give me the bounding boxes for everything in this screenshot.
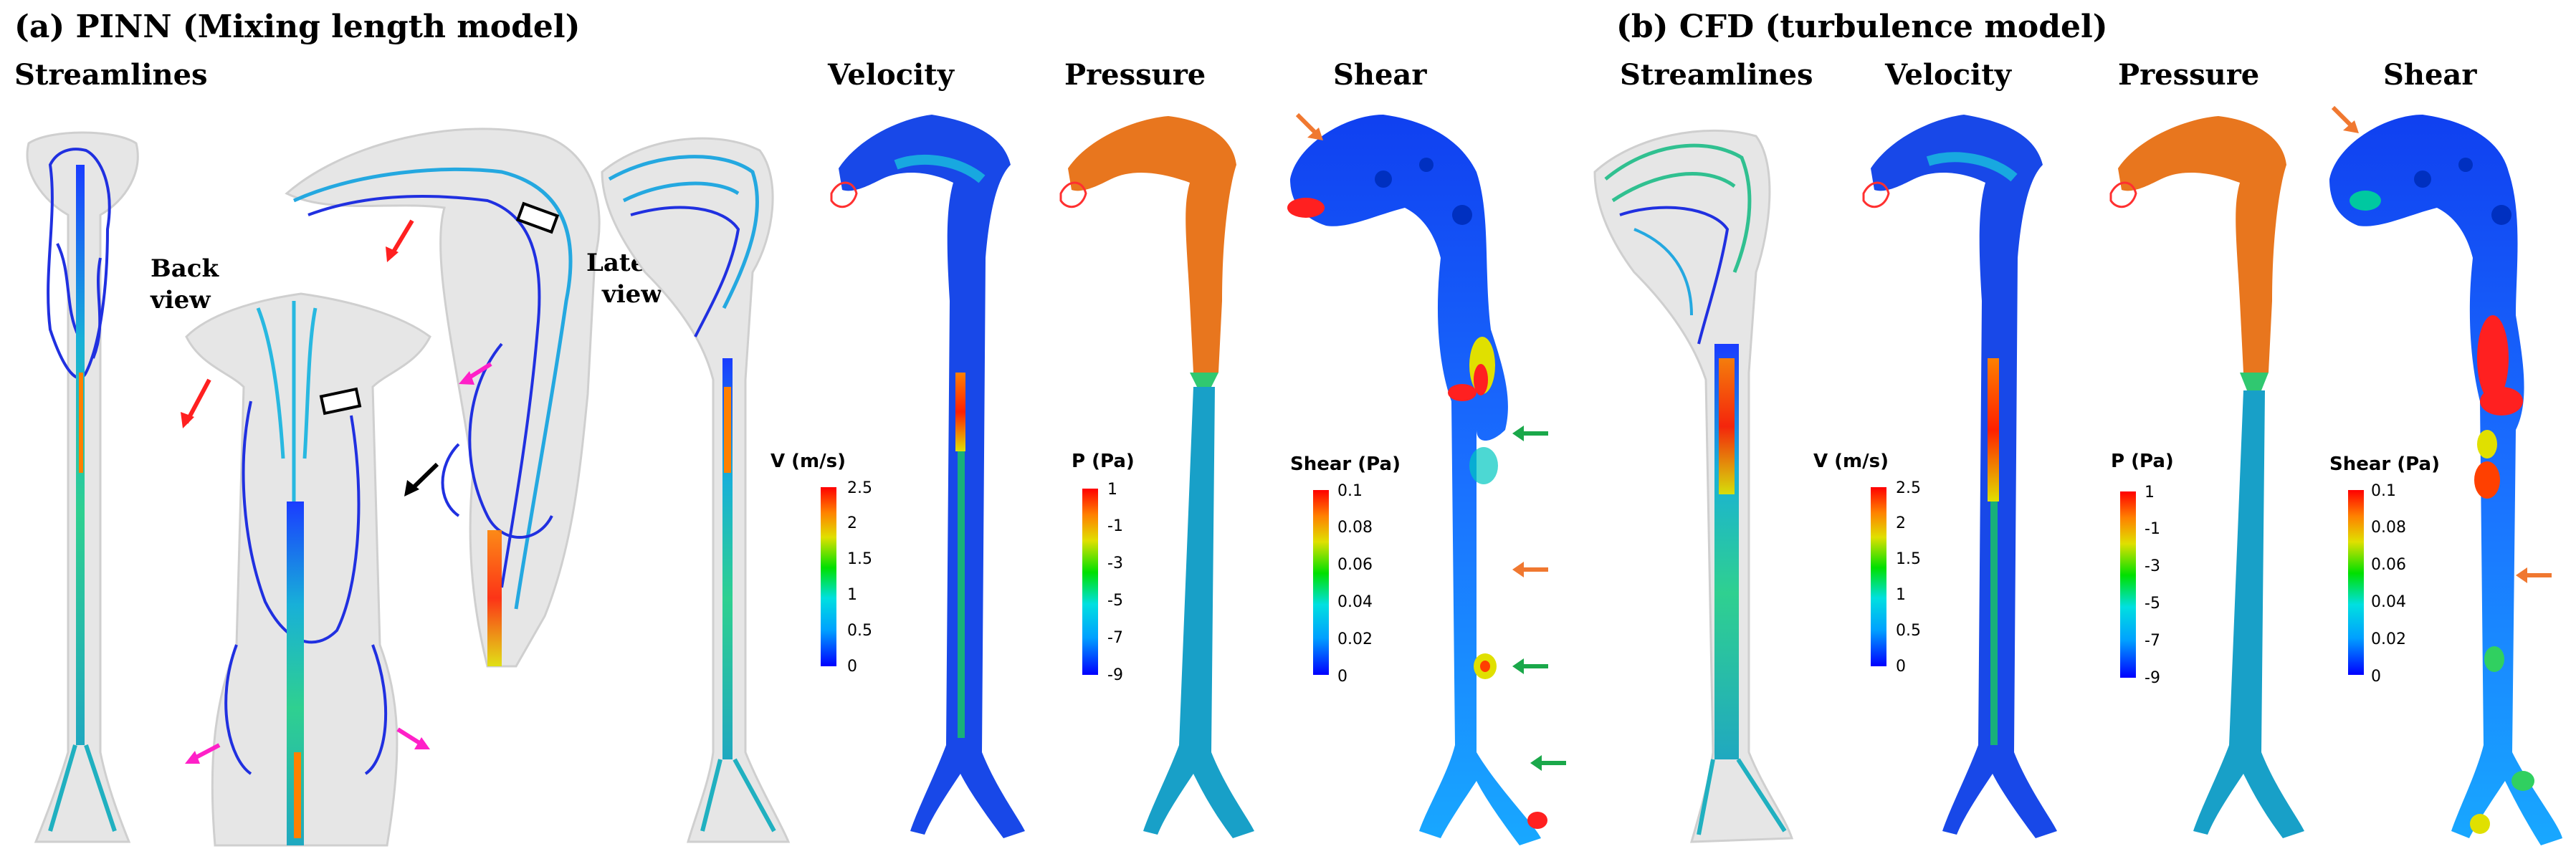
- panel-a-shear-model: [1287, 115, 1547, 845]
- panel-a-colorbar-pressure: P (Pa) 1 -1 -3 -5 -7 -9: [1072, 451, 1135, 684]
- tick: 0.06: [2371, 556, 2406, 574]
- streamline-front-view: [26, 131, 139, 843]
- tick: 1: [1107, 481, 1117, 499]
- tick: 0: [2371, 668, 2381, 686]
- tick: 0.5: [1896, 622, 1921, 640]
- tick: -3: [2145, 557, 2160, 575]
- panel-a-pressure-model: [1059, 116, 1254, 838]
- panel-b-shear-model: [2329, 115, 2562, 845]
- colorbar-shear-label-b: Shear (Pa): [2329, 454, 2440, 475]
- colorbar-v-label: V (m/s): [771, 451, 846, 472]
- tick: 0.5: [847, 622, 872, 640]
- panel-a-col-pressure: Pressure: [1064, 58, 1206, 92]
- panel-b-pressure-model: [2109, 116, 2304, 838]
- tick: -1: [2145, 520, 2160, 538]
- colorbar-p-label: P (Pa): [1072, 451, 1135, 472]
- panel-b-colorbar-velocity: V (m/s) 2.5 2 1.5 1 0.5 0: [1813, 451, 1921, 676]
- colorbar-shear-label: Shear (Pa): [1290, 454, 1401, 475]
- lateral-view-label-2: view: [601, 280, 662, 309]
- tick: 1: [847, 586, 857, 604]
- tick: 1: [1896, 586, 1906, 604]
- tick: -7: [1107, 629, 1123, 647]
- tick: 0.02: [2371, 630, 2406, 648]
- panel-b: (b) CFD (turbulence model) Streamlines V…: [1593, 9, 2562, 845]
- colorbar-p-label-b: P (Pa): [2111, 451, 2174, 472]
- tick: 0: [1337, 668, 1347, 686]
- panel-a-annotation-arrows: [181, 219, 492, 764]
- tick: 0.1: [2371, 482, 2396, 500]
- tick: -5: [2145, 595, 2160, 613]
- tick: 0: [847, 658, 857, 676]
- panel-b-col-velocity: Velocity: [1884, 58, 2013, 92]
- panel-b-colorbar-shear: Shear (Pa) 0.1 0.08 0.06 0.04 0.02 0: [2329, 454, 2440, 686]
- panel-b-colorbar-pressure: P (Pa) 1 -1 -3 -5 -7 -9: [2111, 451, 2174, 687]
- panel-a-velocity-model: [830, 115, 1025, 838]
- panel-a-shear-arrows: [1295, 112, 1566, 771]
- tick: 1.5: [1896, 550, 1921, 568]
- tick: 2.5: [1896, 479, 1921, 497]
- panel-b-col-pressure: Pressure: [2118, 58, 2259, 92]
- tick: 0.08: [2371, 519, 2406, 537]
- back-view-label-2: view: [150, 286, 211, 315]
- tick: 0.04: [1337, 593, 1373, 611]
- tick: -1: [1107, 517, 1123, 535]
- panel-b-col-streamlines: Streamlines: [1620, 58, 1813, 92]
- tick: 1.5: [847, 550, 872, 568]
- tick: -3: [1107, 555, 1123, 572]
- tick: 2: [1896, 514, 1906, 532]
- panel-b-shear-arrows: [2331, 105, 2552, 583]
- streamline-oblique-view: [285, 128, 601, 668]
- streamline-back-view: Back view: [150, 254, 431, 847]
- tick: 2: [847, 514, 857, 532]
- tick: 0.04: [2371, 593, 2406, 611]
- panel-b-col-shear: Shear: [2383, 58, 2477, 92]
- streamline-lateral-view: Lateral view: [586, 137, 791, 843]
- panel-a-title: (a) PINN (Mixing length model): [14, 9, 580, 45]
- tick: -5: [1107, 592, 1123, 610]
- panel-a-col-streamlines: Streamlines: [14, 58, 208, 92]
- panel-b-streamlines-model: [1593, 129, 1794, 843]
- panel-a: (a) PINN (Mixing length model) Streamlin…: [14, 9, 1566, 847]
- tick: -7: [2145, 632, 2160, 650]
- tick: -9: [2145, 669, 2160, 687]
- tick: 0.1: [1337, 482, 1363, 500]
- tick: 0.08: [1337, 519, 1373, 537]
- panel-b-velocity-model: [1862, 115, 2057, 838]
- tick: -9: [1107, 666, 1123, 684]
- tick: 2.5: [847, 479, 872, 497]
- tick: 0.06: [1337, 556, 1373, 574]
- tick: 0.02: [1337, 630, 1373, 648]
- panel-b-title: (b) CFD (turbulence model): [1616, 9, 2108, 45]
- colorbar-v-label-b: V (m/s): [1813, 451, 1889, 472]
- panel-a-colorbar-velocity: V (m/s) 2.5 2 1.5 1 0.5 0: [771, 451, 872, 676]
- panel-a-colorbar-shear: Shear (Pa) 0.1 0.08 0.06 0.04 0.02 0: [1290, 454, 1401, 686]
- tick: 1: [2145, 484, 2155, 502]
- tick: 0: [1896, 658, 1906, 676]
- panel-a-col-shear: Shear: [1333, 58, 1427, 92]
- back-view-label-1: Back: [151, 254, 219, 283]
- panel-a-col-velocity: Velocity: [827, 58, 955, 92]
